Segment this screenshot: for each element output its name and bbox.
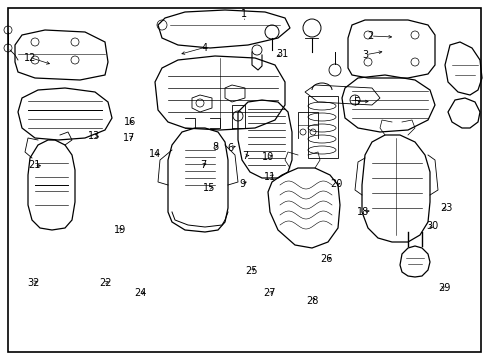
Text: 22: 22 (99, 278, 111, 288)
Text: 29: 29 (437, 283, 449, 293)
Text: 3: 3 (362, 50, 368, 60)
Text: 13: 13 (87, 131, 100, 141)
Text: 7: 7 (242, 150, 248, 161)
Text: 25: 25 (245, 266, 258, 276)
Text: 7: 7 (200, 160, 205, 170)
Text: 26: 26 (320, 254, 332, 264)
Text: 18: 18 (356, 207, 368, 217)
Text: 31: 31 (276, 49, 288, 59)
Text: 11: 11 (263, 172, 276, 182)
Bar (307, 96, 337, 158)
Text: 24: 24 (134, 288, 147, 298)
Text: 19: 19 (113, 225, 126, 235)
Text: 32: 32 (27, 278, 40, 288)
Text: 6: 6 (227, 143, 233, 153)
Text: 16: 16 (123, 117, 136, 127)
Text: 30: 30 (426, 221, 438, 231)
Text: 5: 5 (352, 96, 358, 107)
Text: 27: 27 (263, 288, 276, 298)
Text: 1: 1 (241, 9, 247, 19)
Text: 4: 4 (201, 42, 207, 53)
Text: 21: 21 (28, 160, 41, 170)
Text: 9: 9 (239, 179, 244, 189)
Text: 15: 15 (203, 183, 215, 193)
Text: 2: 2 (367, 31, 373, 41)
Text: 8: 8 (212, 142, 218, 152)
Text: 12: 12 (24, 53, 37, 63)
Text: 10: 10 (261, 152, 274, 162)
Text: 17: 17 (123, 132, 136, 143)
Text: 14: 14 (149, 149, 162, 159)
Text: 23: 23 (439, 203, 451, 213)
Text: 28: 28 (305, 296, 318, 306)
Text: 20: 20 (329, 179, 342, 189)
